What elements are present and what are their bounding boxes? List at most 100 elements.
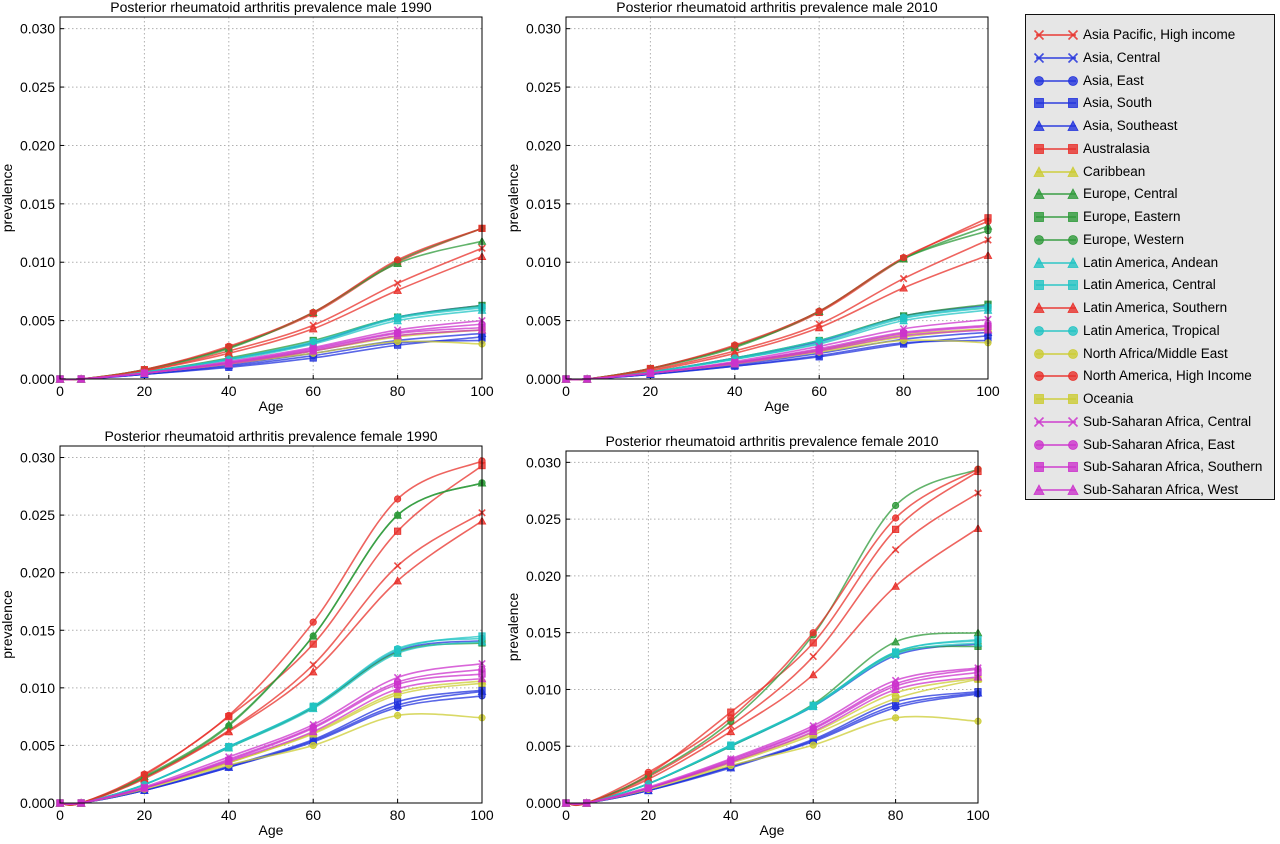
- x-tick-label: 60: [305, 807, 321, 823]
- data-point: [308, 324, 318, 333]
- legend-marker: [1068, 348, 1078, 359]
- data-point: [808, 726, 818, 736]
- data-point: [393, 576, 402, 585]
- y-tick-label: 0.010: [526, 681, 561, 697]
- data-point: [225, 742, 233, 751]
- legend-marker: [1033, 29, 1045, 41]
- data-point: [393, 313, 402, 321]
- legend-marker: [1068, 325, 1078, 336]
- data-point: [393, 285, 402, 294]
- data-point: [393, 684, 402, 693]
- legend-item: North America, High Income: [1026, 365, 1274, 387]
- y-tick-label: 0.020: [20, 137, 55, 153]
- data-point: [308, 667, 318, 676]
- legend-swatch: [1034, 371, 1078, 382]
- legend-marker: [1067, 120, 1079, 131]
- legend-item: Europe, Central: [1026, 183, 1274, 205]
- legend-item: Latin America, Southern: [1026, 297, 1274, 319]
- legend-marker: [1068, 371, 1078, 382]
- x-tick-label: 60: [305, 383, 321, 399]
- data-point: [308, 346, 318, 355]
- y-tick-label: 0.015: [20, 622, 55, 638]
- data-point: [140, 783, 149, 792]
- data-point: [814, 346, 824, 355]
- legend-item: Asia Pacific, High income: [1026, 24, 1274, 46]
- plot-frame: [565, 450, 979, 804]
- data-point: [809, 701, 817, 709]
- x-tick-label: 20: [641, 807, 657, 823]
- x-tick-label: 100: [470, 383, 494, 399]
- legend-marker: [1034, 371, 1044, 382]
- data-point: [309, 741, 317, 750]
- data-point: [899, 274, 908, 283]
- x-tick-label: 40: [723, 807, 739, 823]
- legend-label: Europe, Eastern: [1083, 209, 1181, 224]
- data-point: [891, 714, 900, 722]
- plot-area: [60, 17, 482, 379]
- legend-label: North America, High Income: [1083, 368, 1252, 384]
- x-tick-label: 100: [470, 807, 494, 823]
- data-point: [393, 331, 402, 340]
- y-tick-label: 0.030: [526, 21, 561, 37]
- legend-swatch: [1034, 75, 1078, 86]
- y-axis-label: prevalence: [0, 164, 15, 233]
- legend-swatch: [1033, 29, 1079, 41]
- legend-label: Asia, South: [1083, 95, 1153, 111]
- legend-label: Sub-Saharan Africa, West: [1083, 482, 1239, 497]
- legend-label: Sub-Saharan Africa, Central: [1083, 413, 1252, 429]
- legend-swatch: [1034, 143, 1078, 154]
- data-point: [891, 581, 900, 590]
- legend-marker: [1034, 462, 1044, 473]
- y-axis-label: prevalence: [505, 593, 521, 662]
- y-tick-label: 0.005: [20, 313, 55, 329]
- data-point: [731, 341, 739, 349]
- data-point: [393, 645, 402, 653]
- y-tick-label: 0.030: [526, 454, 561, 470]
- data-point: [309, 618, 317, 626]
- y-tick-label: 0.025: [526, 511, 561, 527]
- y-tick-label: 0.005: [526, 738, 561, 754]
- legend-marker: [1068, 98, 1078, 109]
- y-tick-label: 0.025: [526, 79, 561, 95]
- y-tick-label: 0.000: [20, 371, 55, 387]
- data-point: [726, 757, 736, 766]
- data-point: [892, 525, 900, 533]
- data-point: [899, 313, 908, 321]
- y-tick-label: 0.025: [20, 79, 55, 95]
- x-tick-label: 40: [727, 383, 743, 399]
- legend-item: Latin America, Tropical: [1026, 320, 1274, 342]
- legend-swatch: [1034, 212, 1078, 222]
- data-point: [891, 684, 900, 694]
- legend-marker: [1068, 280, 1078, 291]
- x-tick-label: 80: [390, 807, 406, 823]
- legend-marker: [1068, 234, 1078, 245]
- legend-swatch: [1034, 394, 1078, 404]
- legend-marker: [1067, 165, 1079, 177]
- y-axis-label: prevalence: [505, 164, 521, 233]
- legend-marker: [1034, 348, 1044, 359]
- legend-swatch: [1033, 52, 1079, 63]
- y-tick-label: 0.020: [20, 565, 55, 581]
- legend-item: Latin America, Central: [1026, 274, 1274, 296]
- data-point: [892, 694, 900, 703]
- data-point: [225, 342, 233, 350]
- data-point: [727, 714, 735, 722]
- legend-item: Asia, East: [1026, 70, 1274, 92]
- legend-label: Asia, East: [1083, 72, 1144, 88]
- data-point: [393, 279, 402, 288]
- x-axis-label: Age: [760, 822, 785, 838]
- legend-marker: [1034, 212, 1044, 222]
- x-tick-label: 0: [56, 383, 64, 399]
- legend-marker: [1033, 484, 1045, 495]
- data-point: [891, 501, 900, 510]
- legend-item: Asia, Southeast: [1026, 115, 1274, 137]
- legend-marker: [1068, 462, 1078, 473]
- x-tick-label: 100: [966, 807, 990, 823]
- x-tick-label: 0: [56, 807, 64, 823]
- x-tick-label: 40: [221, 807, 237, 823]
- data-point: [809, 652, 817, 661]
- legend-swatch: [1034, 234, 1078, 245]
- data-point: [899, 331, 908, 340]
- legend-marker: [1068, 439, 1078, 450]
- data-point: [646, 368, 655, 377]
